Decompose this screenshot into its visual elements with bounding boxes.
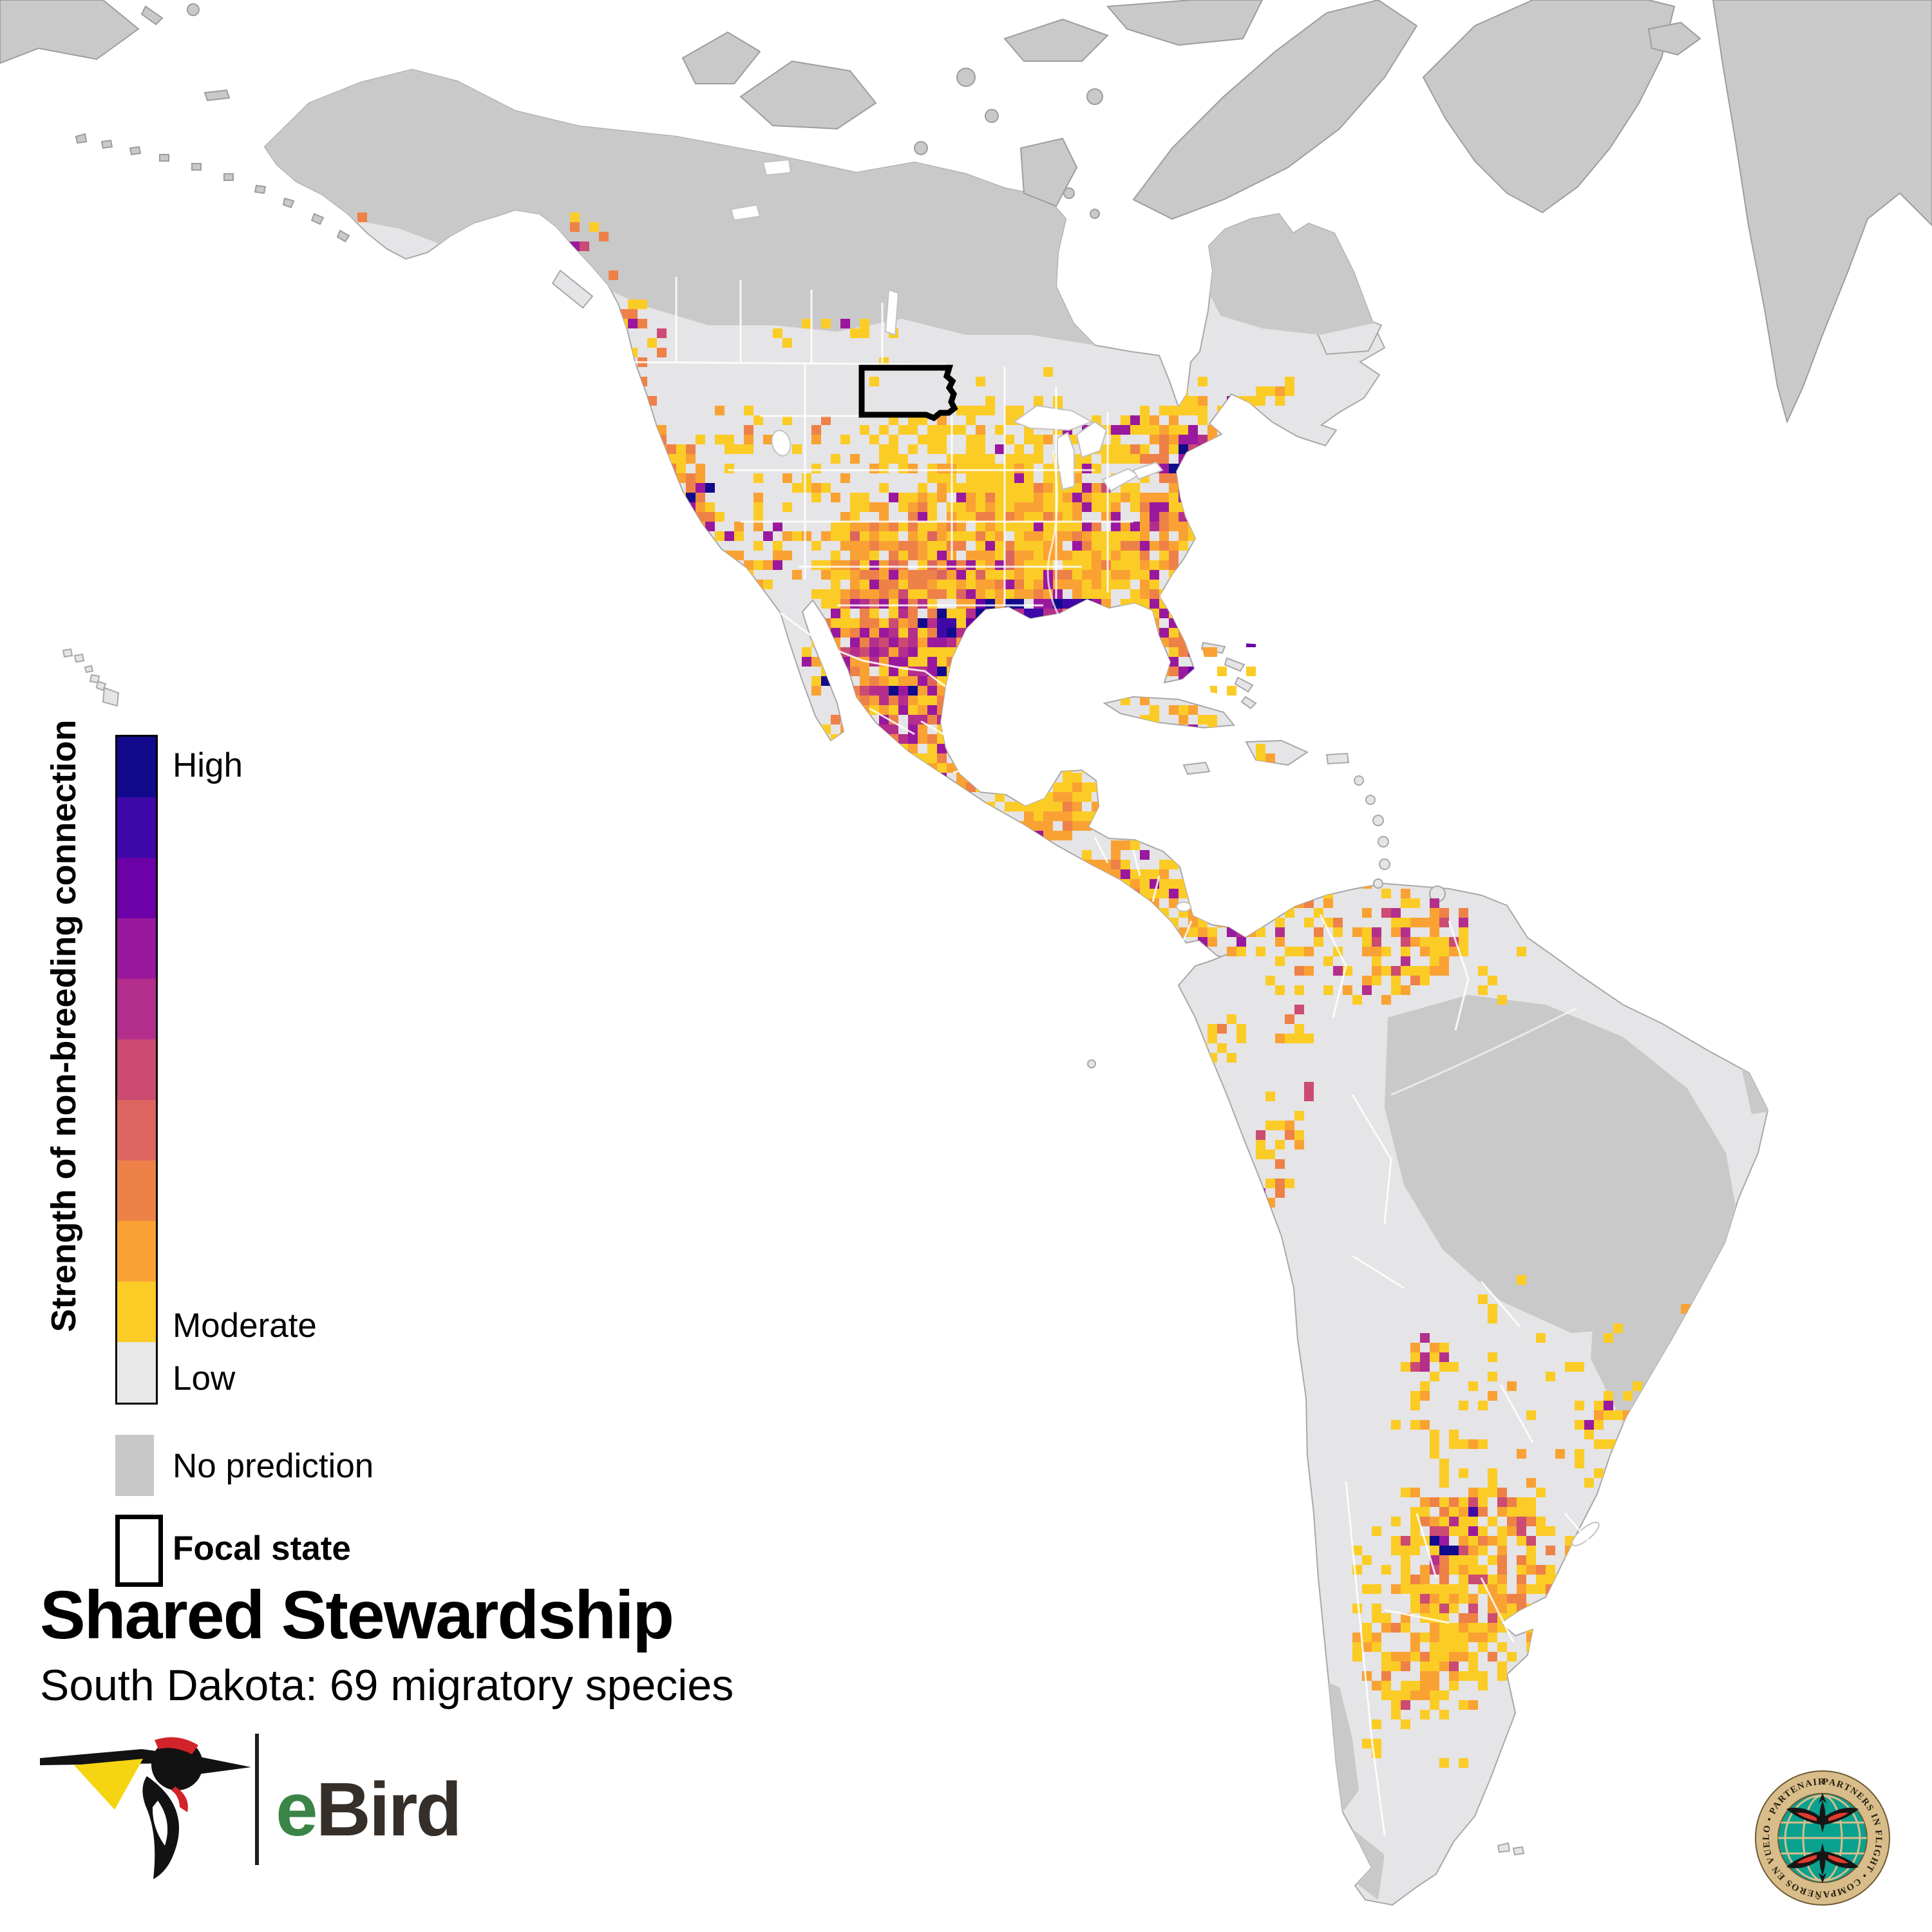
antilles-islet <box>1373 878 1383 889</box>
ebird-wordmark-bird: Bird <box>316 1767 462 1852</box>
legend-scale-segment <box>117 918 156 979</box>
baffin-island <box>1132 0 1418 220</box>
heat-raster <box>357 213 1690 1768</box>
hispaniola-island <box>1245 739 1309 766</box>
lake-superior <box>1012 404 1094 431</box>
legend-scale-segment <box>117 737 156 797</box>
legend-scale-segment <box>117 797 156 858</box>
galapagos-islet <box>1087 1059 1096 1068</box>
antilles-islet <box>1378 836 1389 848</box>
pif-bird-bottom <box>1786 1843 1859 1883</box>
lake-michigan <box>1057 431 1075 491</box>
puerto-rico-island <box>1325 752 1350 765</box>
antilles-islet <box>1379 858 1390 870</box>
legend-label-high: High <box>173 746 243 784</box>
arctic-islet <box>1086 88 1103 105</box>
legend-swatch-no-prediction <box>115 1435 154 1496</box>
legend-scale-segment <box>117 1221 156 1282</box>
devon-island <box>1003 18 1109 62</box>
siberia-landmass <box>0 0 140 64</box>
ebird-wordmark-e: e <box>276 1767 318 1852</box>
lake-nicaragua <box>1176 902 1191 912</box>
legend-scale-segment <box>117 979 156 1039</box>
greenland-landmass <box>1422 0 1676 214</box>
arctic-islet <box>914 141 928 155</box>
antilles-islet <box>1354 775 1364 786</box>
page-title: Shared Stewardship <box>40 1577 674 1653</box>
legend-label-no-prediction: No prediction <box>173 1447 374 1485</box>
lagoa-dos-patos <box>1571 1521 1600 1547</box>
admin-boundaries <box>607 277 1605 1836</box>
antilles-islet <box>1365 795 1376 805</box>
iceland-island <box>1647 21 1701 56</box>
legend-axis-title: Strength of non-breeding connection <box>44 719 83 1332</box>
legend-scale-segment <box>117 1160 156 1221</box>
hawaii-islands <box>62 648 120 707</box>
lake-huron <box>1075 421 1108 459</box>
ebird-logo: eBird <box>39 1718 528 1879</box>
legend-scale-segment <box>117 1342 156 1403</box>
arctic-islet <box>985 109 999 123</box>
legend-scale-segment <box>117 858 156 918</box>
ebird-wordmark: eBird <box>276 1766 462 1853</box>
great-salt-lake <box>771 430 791 457</box>
lake-winnipeg <box>884 289 900 336</box>
lake-ontario <box>1132 461 1164 480</box>
great-bear-lake <box>762 158 792 176</box>
southampton-island <box>1019 137 1078 207</box>
northeast-atlantic-landmass <box>1712 0 1932 424</box>
great-slave-lake <box>730 204 761 222</box>
focal-state-outline-south-dakota <box>858 365 958 422</box>
wrangel-islet <box>187 3 200 16</box>
hudson-islet <box>1090 209 1100 219</box>
legend-label-moderate: Moderate <box>173 1307 317 1345</box>
legend-color-scale <box>115 735 158 1405</box>
jamaica-island <box>1182 761 1211 775</box>
ellesmere-island <box>1106 0 1264 46</box>
arctic-islet <box>956 68 976 87</box>
legend-scale-segment <box>117 1282 156 1342</box>
falkland-islets <box>1497 1842 1525 1856</box>
lakes-group <box>730 158 1600 1547</box>
legend-swatch-focal-state <box>115 1515 163 1587</box>
legend-label-low: Low <box>173 1359 236 1397</box>
ebird-woodpecker-icon <box>40 1737 251 1879</box>
pif-bird-top <box>1786 1793 1859 1833</box>
page-subtitle: South Dakota: 69 migratory species <box>40 1661 734 1710</box>
quebec-labrador-band <box>1204 214 1373 335</box>
antilles-islet <box>1372 815 1384 826</box>
vancouver-island <box>551 269 594 309</box>
partners-in-flight-logo: PARTNERS IN FLIGHT • COMPAÑEROS EN VUELO… <box>1753 1768 1890 1906</box>
legend-scale-segment <box>117 1039 156 1100</box>
victoria-island <box>739 60 877 130</box>
legend-scale-segment <box>117 1100 156 1160</box>
legend-label-focal-state: Focal state <box>173 1530 351 1567</box>
ebird-logo-divider <box>255 1734 259 1865</box>
hudson-islet <box>1063 187 1075 199</box>
st-lawrence-island <box>204 89 231 102</box>
banks-island <box>681 31 761 84</box>
arctic-mainland-band <box>265 70 1095 345</box>
aleutian-islands <box>75 5 350 243</box>
